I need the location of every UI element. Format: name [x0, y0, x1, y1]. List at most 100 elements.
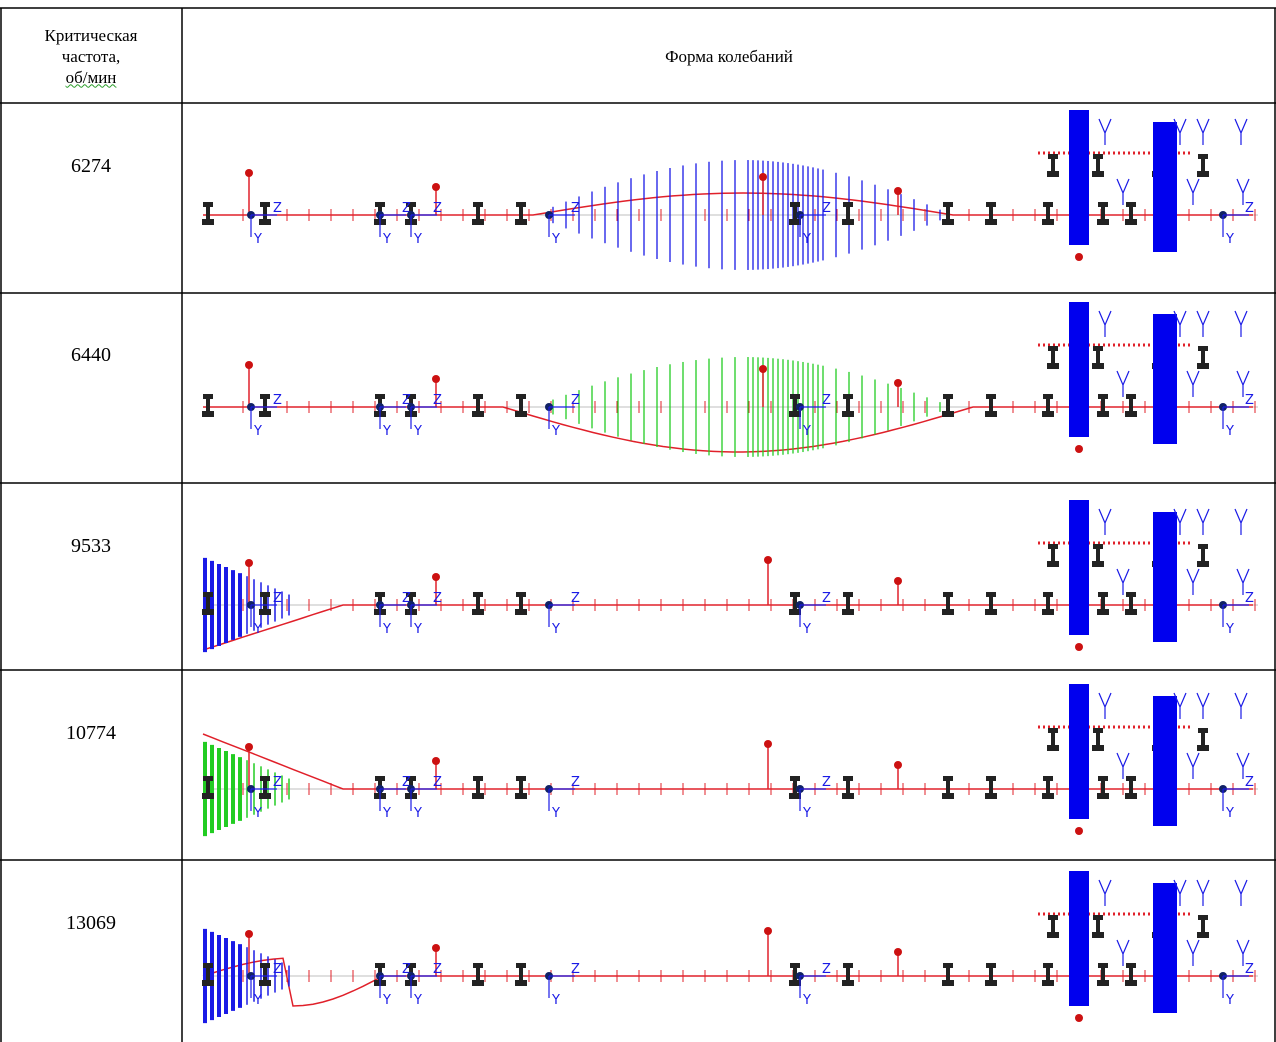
header-mode-shape-label: Форма колебаний: [665, 46, 793, 66]
axis-y-label: Y: [551, 424, 560, 439]
support-icon: [1197, 915, 1209, 938]
shaft-deflection-curve: [202, 733, 1253, 790]
sensor-marker: [894, 379, 902, 387]
axis-z-label: Z: [402, 775, 411, 790]
y-fork-icon: [1196, 692, 1210, 719]
axis-z-label: Z: [402, 962, 411, 977]
support-icon: [1097, 592, 1109, 615]
axis-z-label: Z: [822, 962, 831, 977]
sensor-marker: [245, 361, 253, 369]
support-icon: [1047, 728, 1059, 751]
axis-z-label: Z: [1245, 775, 1254, 790]
axis-y-label: Y: [1225, 993, 1234, 1008]
header-mode-shape: Форма колебаний: [183, 10, 1275, 102]
axis-y-label: Y: [382, 806, 391, 821]
support-icon: [259, 202, 271, 225]
axis-z-label: Z: [1245, 962, 1254, 977]
axis-y-label: Y: [551, 806, 560, 821]
y-fork-icon: [1173, 508, 1187, 535]
support-icon: [985, 963, 997, 986]
y-fork-icon: [1236, 370, 1250, 397]
y-fork-icon: [1234, 879, 1248, 906]
axis-y-label: Y: [802, 622, 811, 637]
support-icon: [942, 592, 954, 615]
support-icon: [1197, 728, 1209, 751]
support-icon: [1197, 544, 1209, 567]
axis-y-label: Y: [802, 806, 811, 821]
axis-y-label: Y: [1225, 622, 1234, 637]
axis-y-label: Y: [253, 424, 262, 439]
y-fork-icon: [1098, 879, 1112, 906]
support-icon: [842, 394, 854, 417]
support-icon: [985, 592, 997, 615]
disk-block: [1153, 512, 1177, 642]
support-icon: [1125, 963, 1137, 986]
y-fork-icon: [1236, 939, 1250, 966]
support-icon: [1097, 963, 1109, 986]
support-icon: [1092, 544, 1104, 567]
axis-z-label: Z: [822, 201, 831, 216]
support-icon: [1042, 394, 1054, 417]
axis-y-label: Y: [253, 232, 262, 247]
sensor-marker: [245, 559, 253, 567]
support-icon: [942, 394, 954, 417]
support-icon: [1047, 346, 1059, 369]
axis-z-label: Z: [571, 201, 580, 216]
sensor-marker: [432, 944, 440, 952]
y-fork-icon: [1098, 692, 1112, 719]
y-fork-icon: [1173, 310, 1187, 337]
sensor-marker: [764, 740, 772, 748]
mode-shape-diagram: Z Y Z Y Z Y Z Y Z Y Z Y: [202, 684, 1258, 837]
y-fork-icon: [1186, 370, 1200, 397]
support-icon: [1125, 776, 1137, 799]
axis-y-label: Y: [413, 993, 422, 1008]
mode-shape-diagram: Z Y Z Y Z Y Z Y Z Y Z Y: [202, 110, 1258, 270]
disk-block: [1153, 314, 1177, 444]
support-icon: [842, 776, 854, 799]
y-fork-icon: [1236, 752, 1250, 779]
support-icon: [942, 202, 954, 225]
sensor-marker: [1075, 253, 1083, 261]
axis-z-label: Z: [273, 201, 282, 216]
axis-z-label: Z: [571, 962, 580, 977]
support-icon: [472, 776, 484, 799]
y-fork-icon: [1196, 508, 1210, 535]
header-frequency: Критическая частота, об/мин: [0, 10, 182, 102]
axis-y-label: Y: [1225, 232, 1234, 247]
disk-block: [1153, 696, 1177, 826]
sensor-marker: [432, 183, 440, 191]
support-icon: [1042, 776, 1054, 799]
y-fork-icon: [1173, 118, 1187, 145]
support-icon: [1125, 592, 1137, 615]
support-icon: [789, 963, 801, 986]
sensor-marker: [432, 757, 440, 765]
axis-y-label: Y: [253, 622, 262, 637]
y-fork-icon: [1116, 939, 1130, 966]
support-icon: [1125, 202, 1137, 225]
support-icon: [515, 394, 527, 417]
shaft-deflection-curve: [203, 406, 1253, 453]
sensor-marker: [1075, 1014, 1083, 1022]
sensor-marker: [759, 173, 767, 181]
support-icon: [202, 592, 214, 615]
support-icon: [842, 592, 854, 615]
disk-block: [1153, 883, 1177, 1013]
sensor-marker: [245, 169, 253, 177]
support-icon: [202, 776, 214, 799]
support-icon: [1047, 154, 1059, 177]
support-icon: [842, 963, 854, 986]
y-fork-icon: [1236, 178, 1250, 205]
axis-z-label: Z: [273, 591, 282, 606]
y-fork-icon: [1234, 692, 1248, 719]
support-icon: [472, 592, 484, 615]
y-fork-icon: [1116, 178, 1130, 205]
support-icon: [1047, 544, 1059, 567]
y-fork-icon: [1234, 310, 1248, 337]
support-icon: [985, 394, 997, 417]
axis-y-label: Y: [253, 993, 262, 1008]
y-fork-icon: [1186, 568, 1200, 595]
axis-y-label: Y: [802, 232, 811, 247]
sensor-marker: [764, 556, 772, 564]
support-icon: [942, 776, 954, 799]
